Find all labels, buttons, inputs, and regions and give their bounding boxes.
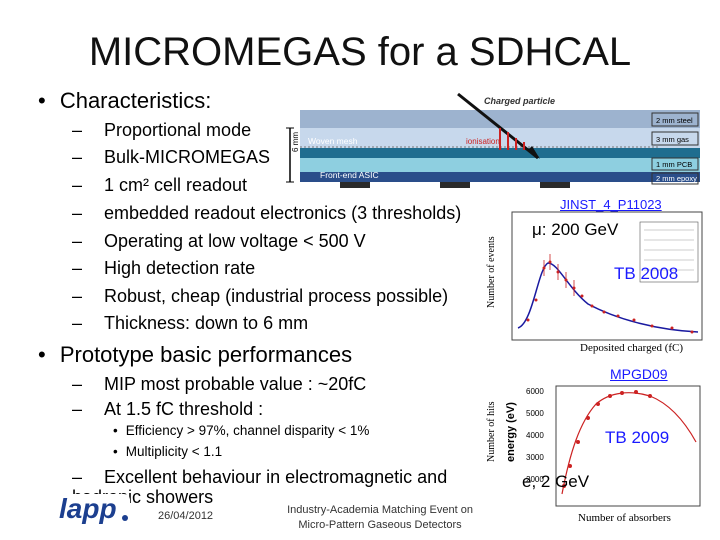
ytick-label: 2000: [526, 475, 544, 484]
characteristic-item: – Proportional mode: [72, 120, 252, 140]
thickness-label: 6 mm: [291, 132, 300, 152]
footer-date: 26/04/2012: [158, 510, 214, 522]
frontend-asic-label: Front-end ASIC: [320, 170, 379, 180]
plot2-ylabel: Number of hits: [486, 401, 497, 462]
plot1: [508, 208, 704, 344]
ytick-label: 5000: [526, 409, 544, 418]
plot2-xlabel: Number of absorbers: [578, 512, 671, 524]
epoxy-layer: [300, 172, 700, 182]
svg-text:lapp: lapp: [59, 493, 117, 524]
plot1-reference: JINST_4_P11023: [560, 197, 662, 212]
characteristic-item: – embedded readout electronics (3 thresho…: [72, 203, 462, 223]
performance-sub-item: • Multiplicity < 1.1: [113, 444, 223, 459]
characteristic-item: – High detection rate: [72, 258, 256, 278]
bullet-icon: •: [38, 342, 46, 367]
performance-heading: • Prototype basic performances: [38, 342, 352, 368]
ytick-label: 4000: [526, 431, 544, 440]
layer-label: 2 mm steel: [656, 116, 693, 125]
stats-box: [639, 221, 699, 283]
ionisation-label: ionisation: [466, 137, 500, 146]
plot1-ylabel: Number of events: [486, 236, 497, 308]
steel-layer: [300, 110, 700, 128]
characteristic-item: – Operating at low voltage < 500 V: [72, 231, 366, 251]
characteristics-heading-label: Characteristics:: [59, 88, 212, 113]
ytick-label: 6000: [526, 387, 544, 396]
ytick-label: 3000: [526, 453, 544, 462]
charged-particle-label: Charged particle: [484, 96, 555, 106]
bullet-icon: •: [38, 88, 46, 113]
plot2-reference: MPGD09: [610, 366, 668, 382]
asic-chip: [440, 182, 470, 188]
plot1-year: TB 2008: [614, 264, 679, 283]
woven-mesh-label: Woven mesh: [308, 136, 358, 146]
mesh-layer: [300, 148, 700, 158]
characteristic-item: – Bulk-MICROMEGAS: [72, 147, 271, 167]
footer-event: Industry-Academia Matching Event on Micr…: [287, 504, 473, 531]
plot2-year: TB 2009: [605, 428, 670, 447]
performance-showers: – Excellent behaviour in electromagnetic …: [72, 467, 448, 507]
layer-label: 3 mm gas: [656, 135, 689, 144]
detector-diagram: 6 mm Charged particle ionisation Woven m…: [280, 92, 700, 204]
plot1-particle: μ: 200 GeV: [532, 220, 619, 239]
performance-mip: – MIP most probable value : ~20fC: [72, 374, 367, 394]
plot2-particle: e, 2 GeV: [522, 472, 590, 491]
plot2: energy (eV) 6000 5000 4000 3000 2000: [500, 382, 702, 512]
layer-label: 2 mm epoxy: [656, 174, 697, 183]
pcb-layer: [300, 158, 700, 172]
characteristics-heading: • Characteristics:: [38, 88, 211, 114]
performance-heading-label: Prototype basic performances: [59, 342, 353, 367]
ionisation-arrows: [499, 128, 525, 150]
asic-chip: [540, 182, 570, 188]
fit-curve: [561, 392, 697, 495]
slide-title: MICROMEGAS for a SDHCAL: [88, 30, 632, 74]
characteristic-item: –1 cm² cell readout: [72, 175, 248, 195]
plot2-inner-ylabel: energy (eV): [505, 402, 517, 462]
data-points: [562, 390, 652, 488]
characteristic-item: – Robust, cheap (industrial process possi…: [72, 286, 449, 306]
performance-sub-item: • Efficiency > 97%, channel disparity < 1…: [113, 423, 370, 438]
lapp-logo: lapp: [55, 490, 135, 530]
layer-label: 1 mm PCB: [656, 160, 692, 169]
plot1-xlabel: Deposited charged (fC): [580, 342, 684, 354]
performance-threshold: – At 1.5 fC threshold :: [72, 399, 264, 419]
asic-chip: [340, 182, 370, 188]
characteristic-item: – Thickness: down to 6 mm: [72, 313, 309, 333]
